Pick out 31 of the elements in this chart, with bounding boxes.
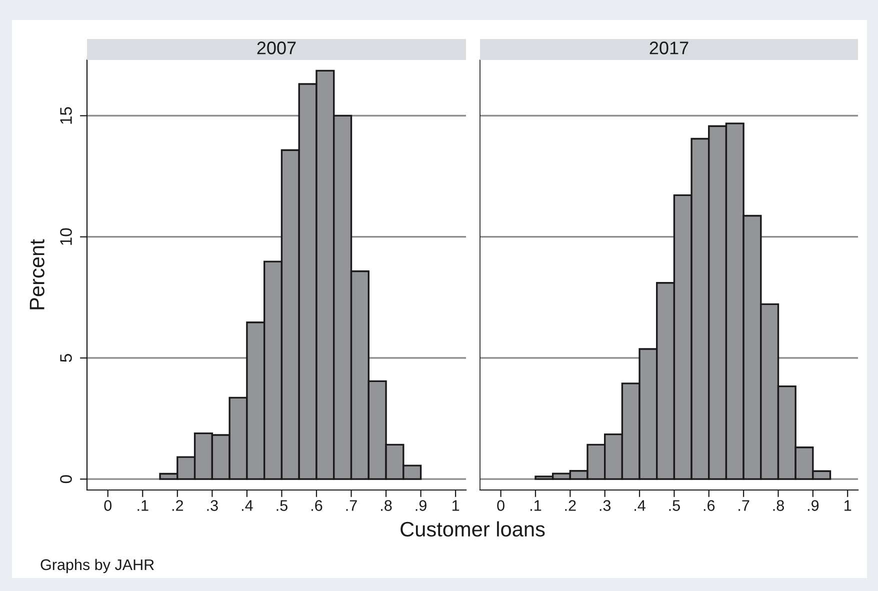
x-tick-label: .4	[242, 500, 253, 511]
x-tick-label: .4	[634, 500, 646, 511]
x-tick-label: .8	[381, 500, 392, 511]
x-tick-label: .3	[600, 500, 611, 511]
x-tick-label: .2	[565, 500, 576, 511]
x-tick-label: 1	[452, 500, 460, 511]
x-tick-label: .5	[276, 500, 288, 511]
x-tick-label: .9	[808, 500, 819, 511]
y-tick-label: 0	[60, 475, 72, 484]
x-tick-label: .1	[530, 500, 542, 511]
x-tick-label: .9	[416, 500, 426, 511]
y-tick-label: 15	[60, 107, 72, 124]
x-tick-label: .7	[738, 500, 750, 511]
x-tick-label: .3	[207, 500, 218, 511]
y-tick-label: 10	[60, 228, 72, 245]
text: Graphs by JAHR	[40, 558, 154, 574]
x-axis-title: Customer loans	[400, 521, 545, 537]
chart-title: 2017	[650, 42, 688, 54]
x-tick-label: 0	[104, 500, 112, 511]
x-tick-label: .2	[172, 500, 184, 511]
x-tick-label: 1	[844, 500, 852, 511]
y-axis-title: Percent	[30, 239, 44, 310]
x-tick-label: .5	[669, 500, 680, 511]
x-tick-label: .6	[704, 500, 715, 511]
x-tick-label: .7	[346, 500, 357, 511]
chart-title: 2007	[257, 42, 296, 54]
x-tick-label: .6	[312, 500, 322, 511]
y-tick-label: 5	[60, 354, 72, 362]
x-tick-label: .8	[773, 500, 784, 511]
x-tick-label: 0	[497, 500, 504, 511]
x-tick-label: .1	[138, 500, 148, 511]
